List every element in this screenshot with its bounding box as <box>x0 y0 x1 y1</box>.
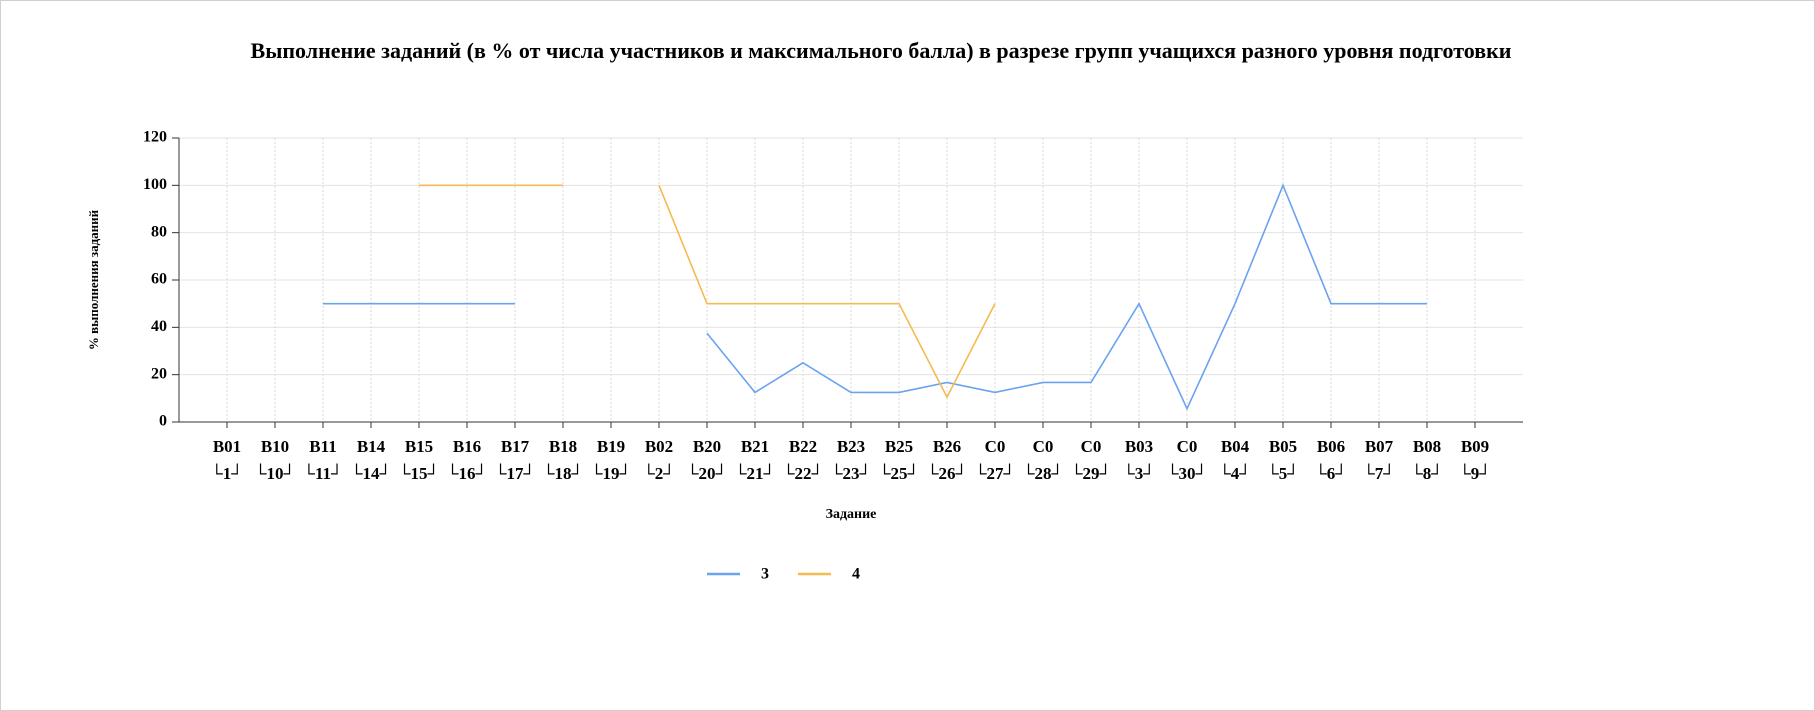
x-tick-label: В15 └15┘ <box>398 437 440 483</box>
x-tick-label: В08 └8┘ <box>1410 437 1444 483</box>
x-tick-label: В17 └17┘ <box>494 437 536 483</box>
x-tick-label: В02 └2┘ <box>642 437 676 483</box>
series-line <box>419 184 996 399</box>
x-tick-label: В20 └20┘ <box>686 437 728 483</box>
x-tick-label: В14 └14┘ <box>350 437 392 483</box>
y-tick-label: 40 <box>151 318 167 335</box>
x-tick-label: В26 └26┘ <box>926 437 968 483</box>
x-tick-label: В07 └7┘ <box>1362 437 1396 483</box>
x-tick-label: В11 └11┘ <box>302 437 344 483</box>
x-tick-label: С0 └28┘ <box>1022 437 1064 483</box>
x-tick-label: В05 └5┘ <box>1266 437 1300 483</box>
x-axis-label: Задание <box>826 507 877 522</box>
x-tick-label: В03 └3┘ <box>1122 437 1156 483</box>
y-tick-label: 20 <box>151 365 167 382</box>
y-tick-label: 0 <box>159 413 167 430</box>
x-tick-label: В01 └1┘ <box>210 437 244 483</box>
y-tick-label: 100 <box>143 176 167 193</box>
legend-label: 4 <box>852 566 860 583</box>
x-tick-label: В21 └21┘ <box>734 437 776 483</box>
y-axis-label: % выполнения заданий <box>86 209 101 350</box>
x-tick-label: С0 └29┘ <box>1070 437 1112 483</box>
y-tick-label: 120 <box>143 129 167 146</box>
series-line <box>323 183 1427 411</box>
x-tick-label: В23 └23┘ <box>830 437 872 483</box>
y-tick-label: 80 <box>151 223 167 240</box>
x-tick-label: В10 └10┘ <box>254 437 296 483</box>
x-tick-label: С0 └27┘ <box>974 437 1016 483</box>
chart-title: Выполнение заданий (в % от числа участни… <box>250 38 1512 63</box>
y-tick-label: 60 <box>151 271 167 288</box>
x-tick-label: В25 └25┘ <box>878 437 920 483</box>
legend-label: 3 <box>761 566 769 583</box>
x-tick-label: В22 └22┘ <box>782 437 824 483</box>
x-tick-label: В16 └16┘ <box>446 437 488 483</box>
x-tick-label: С0 └30┘ <box>1166 437 1208 483</box>
x-tick-label: В09 └9┘ <box>1458 437 1492 483</box>
x-tick-label: В18 └18┘ <box>542 437 584 483</box>
x-tick-label: В04 └4┘ <box>1218 437 1252 483</box>
x-tick-label: В06 └6┘ <box>1314 437 1348 483</box>
x-tick-label: В19 └19┘ <box>590 437 632 483</box>
